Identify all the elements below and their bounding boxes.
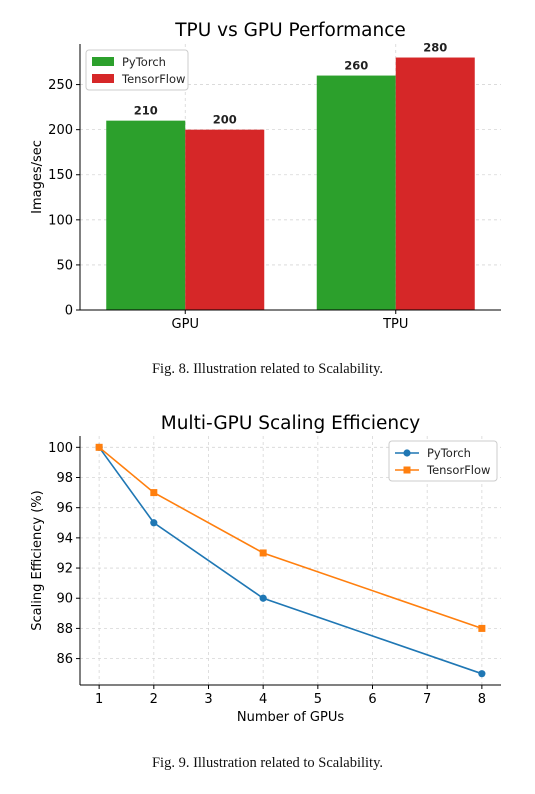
legend-marker-pytorch bbox=[403, 449, 411, 457]
bar-value-label: 260 bbox=[344, 59, 368, 73]
line-chart-scaling-efficiency: 86 88 90 92 94 96 98 100 1 2 3 4 5 6 7 8 Multi-GPU Scali… bbox=[30, 413, 501, 725]
x-tick-label: TPU bbox=[382, 317, 408, 332]
y-axis-label: Scaling Efficiency (%) bbox=[30, 490, 45, 630]
figure-8-caption: Fig. 8. Illustration related to Scalabil… bbox=[151, 361, 384, 377]
y-tick-label: 94 bbox=[56, 531, 73, 546]
legend-marker-tensorflow bbox=[403, 466, 411, 474]
point-tensorflow bbox=[150, 489, 158, 497]
chart-title: TPU vs GPU Performance bbox=[174, 20, 406, 41]
y-tick-label: 50 bbox=[56, 258, 73, 273]
chart-title: Multi-GPU Scaling Efficiency bbox=[161, 413, 421, 434]
legend-label: PyTorch bbox=[427, 446, 471, 460]
legend-swatch-pytorch bbox=[92, 57, 114, 66]
y-tick-label: 92 bbox=[56, 562, 73, 577]
figure-9-caption: Fig. 9. Illustration related to Scalabil… bbox=[151, 755, 384, 771]
x-tick-label: 5 bbox=[314, 692, 322, 707]
y-tick-label: 98 bbox=[56, 471, 73, 486]
legend-swatch-tensorflow bbox=[92, 74, 114, 83]
y-tick-label: 150 bbox=[48, 168, 73, 183]
y-tick-label: 100 bbox=[48, 213, 73, 228]
x-tick-label: 3 bbox=[204, 692, 212, 707]
y-tick-label: 250 bbox=[48, 78, 73, 93]
y-tick-label: 88 bbox=[56, 622, 73, 637]
point-pytorch bbox=[478, 670, 486, 678]
bar-pytorch-gpu bbox=[106, 120, 186, 310]
point-tensorflow bbox=[259, 549, 267, 557]
y-axis-label: Images/sec bbox=[30, 140, 45, 214]
point-tensorflow bbox=[95, 443, 103, 451]
x-axis-label: Number of GPUs bbox=[237, 710, 344, 725]
x-tick-label: 8 bbox=[478, 692, 486, 707]
legend-label: TensorFlow bbox=[121, 72, 185, 86]
bar-value-label: 280 bbox=[423, 41, 447, 55]
x-tick-label: 2 bbox=[150, 692, 158, 707]
y-tick-label: 90 bbox=[56, 592, 73, 607]
x-tick-label: 1 bbox=[95, 692, 103, 707]
x-tick-label: 7 bbox=[423, 692, 431, 707]
bar-chart-tpu-vs-gpu: 210 260 200 280 0 50 100 150 200 250 GPU TPU TPU vs … bbox=[30, 20, 501, 332]
x-tick-label: 6 bbox=[368, 692, 376, 707]
y-tick-label: 96 bbox=[56, 501, 73, 516]
bar-value-label: 210 bbox=[134, 104, 158, 118]
legend-label: TensorFlow bbox=[426, 463, 490, 477]
x-tick-label: 4 bbox=[259, 692, 267, 707]
point-pytorch bbox=[259, 594, 267, 602]
x-tick-label: GPU bbox=[172, 317, 199, 332]
y-tick-label: 200 bbox=[48, 123, 73, 138]
bar-pytorch-tpu bbox=[316, 75, 396, 310]
legend-box bbox=[388, 440, 498, 482]
legend-label: PyTorch bbox=[122, 55, 166, 69]
point-pytorch bbox=[150, 519, 158, 527]
bar-value-label: 200 bbox=[213, 113, 237, 127]
y-tick-label: 86 bbox=[56, 652, 73, 667]
y-tick-label: 100 bbox=[48, 441, 73, 456]
point-tensorflow bbox=[478, 624, 486, 632]
line-tensorflow bbox=[98, 446, 483, 630]
bar-tensorflow-gpu bbox=[185, 129, 265, 310]
y-tick-label: 0 bbox=[65, 304, 73, 319]
line-pytorch bbox=[98, 446, 483, 675]
bar-tensorflow-tpu bbox=[395, 57, 475, 311]
